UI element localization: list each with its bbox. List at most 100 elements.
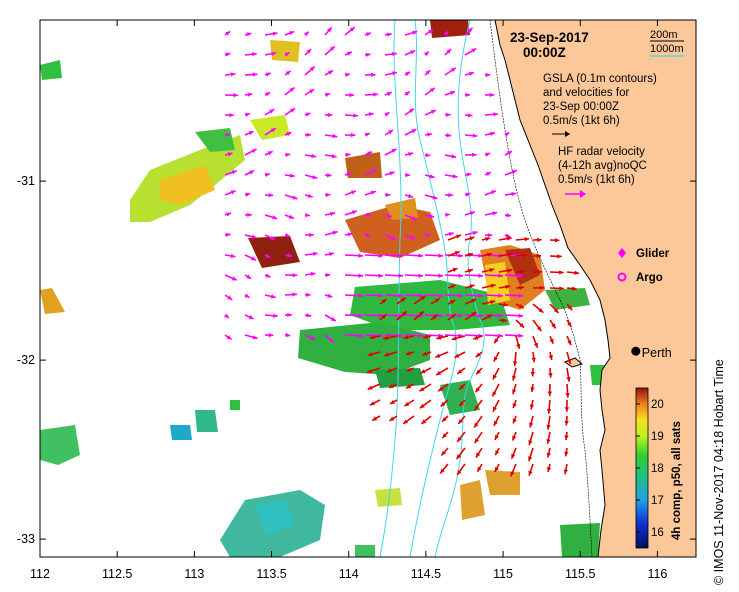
x-tick-label: 114.5 (411, 567, 441, 581)
hf-arrow (549, 319, 557, 329)
gsla-arrow (264, 72, 272, 77)
gsla-legend-line-2: and velocities for (543, 87, 629, 99)
hf-arrow (413, 295, 426, 305)
hf-arrow (498, 268, 513, 273)
gsla-arrow (344, 273, 364, 278)
gsla-arrow (224, 253, 236, 259)
gsla-arrow (224, 294, 233, 301)
hf-arrow (481, 252, 493, 257)
hf-arrow (512, 399, 517, 409)
hf-arrow (464, 298, 477, 305)
hf-arrow (546, 399, 552, 414)
gsla-arrow (224, 152, 233, 157)
hf-arrow (498, 302, 509, 307)
hf-arrow (464, 311, 477, 321)
hf-arrow (369, 399, 381, 406)
gsla-arrow (264, 127, 277, 136)
hf-arrow (566, 335, 572, 346)
hf-arrow (402, 415, 415, 425)
hf-arrow (464, 284, 475, 289)
gsla-arrow (244, 72, 258, 77)
hf-arrow (565, 383, 570, 398)
hf-arrow (403, 399, 415, 407)
hf-arrow (491, 383, 500, 397)
hf-arrow (456, 367, 466, 375)
hf-arrow (566, 286, 577, 291)
perth-marker (631, 346, 641, 356)
gsla-arrow (304, 65, 316, 76)
gsla-arrow (284, 233, 291, 238)
gsla-arrow (344, 152, 351, 158)
gsla-arrow (464, 92, 471, 98)
copyright-text: © IMOS 11-Nov-2017 04:18 Hobart Time (712, 359, 726, 585)
gsla-arrow (344, 210, 358, 216)
gsla-arrow (464, 47, 477, 56)
hf-arrow (481, 300, 496, 305)
gsla-arrow (444, 293, 464, 298)
gsla-arrow (384, 234, 397, 241)
hf-arrow (437, 383, 449, 392)
gsla-arrow (244, 112, 251, 117)
hf-arrow (511, 367, 517, 381)
hf-arrow (531, 351, 536, 363)
gsla-arrow (384, 192, 391, 198)
hf-arrow (458, 383, 466, 391)
x-tick-label: 113 (184, 567, 204, 581)
hf-arrow (493, 351, 500, 362)
hf-arrow (546, 463, 552, 473)
gsla-arrow (424, 87, 436, 96)
gsla-arrow (344, 253, 364, 258)
hf-arrow (481, 313, 493, 321)
gsla-arrow (364, 52, 371, 57)
gsla-arrow (324, 69, 334, 76)
hf-arrow (474, 383, 483, 393)
gsla-arrow (264, 253, 271, 259)
gsla-arrow (364, 293, 384, 298)
hf-arrow (510, 463, 517, 477)
gsla-arrow (424, 174, 435, 179)
gsla-arrow (324, 92, 331, 97)
gsla-arrow (384, 333, 404, 338)
hf-arrow (532, 303, 544, 314)
gsla-arrow (244, 148, 257, 156)
gsla-arrow (344, 113, 358, 118)
gsla-arrow (364, 233, 371, 238)
gsla-arrow (404, 333, 424, 338)
gsla-arrow (264, 234, 276, 241)
x-tick-label: 112 (30, 567, 50, 581)
gsla-arrow (224, 274, 238, 281)
gsla-arrow (404, 71, 411, 77)
gsla-arrow (384, 148, 397, 156)
gsla-arrow (224, 132, 231, 138)
hf-arrow (549, 254, 562, 259)
gsla-arrow (324, 112, 333, 118)
isobath-1000m (409, 20, 457, 557)
hf-arrow (369, 334, 381, 340)
gsla-arrow (364, 112, 374, 117)
gsla-arrow (224, 30, 231, 36)
hf-arrow (563, 463, 569, 475)
gsla-arrow (304, 251, 318, 257)
gsla-arrow (344, 26, 356, 36)
gsla-arrow (504, 213, 512, 218)
hf-arrow (447, 299, 456, 305)
gsla-arrow (284, 70, 292, 76)
hf-arrow (371, 415, 381, 422)
gsla-arrow (404, 90, 411, 96)
gsla-arrow (444, 212, 451, 218)
gsla-scale-arrowhead (565, 131, 570, 137)
gsla-arrow (404, 49, 416, 56)
colorbar-tick-label: 16 (651, 527, 664, 539)
gsla-arrow (504, 169, 518, 176)
hf-arrow (456, 463, 466, 476)
gsla-arrow (504, 191, 517, 197)
gsla-arrow (264, 214, 278, 220)
hf-arrow (530, 367, 536, 377)
hf-arrow (546, 431, 551, 445)
hf-arrow (529, 415, 534, 428)
gsla-arrow (244, 293, 250, 299)
hf-arrow (379, 313, 387, 321)
hf-arrow (492, 399, 500, 413)
gsla-arrow (264, 91, 271, 97)
gsla-scale-label: 0.5m/s (1kt 6h) (543, 115, 620, 127)
